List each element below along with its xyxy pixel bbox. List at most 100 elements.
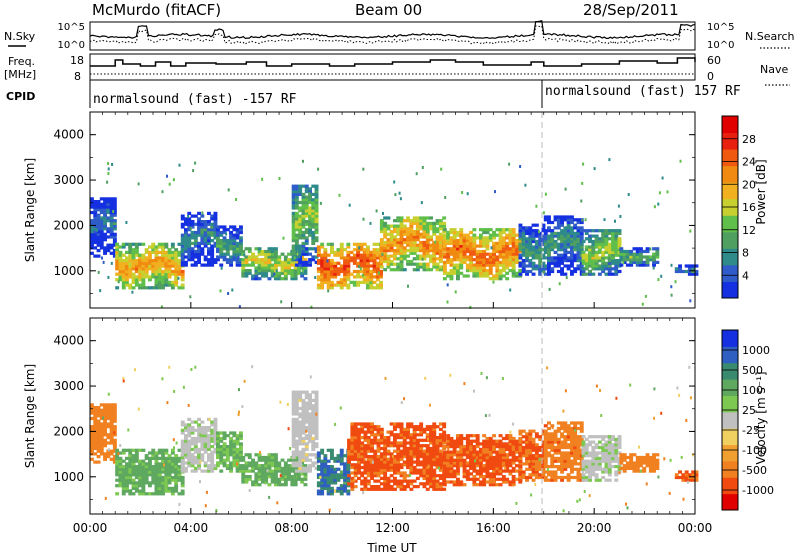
echo-cell bbox=[177, 470, 182, 474]
echo-cell bbox=[229, 445, 233, 449]
echo-cell bbox=[406, 482, 410, 486]
echo-cell bbox=[446, 258, 451, 262]
echo-cell bbox=[93, 235, 98, 239]
echo-cell bbox=[96, 406, 101, 410]
echo-cell bbox=[601, 253, 606, 257]
echo-cell bbox=[576, 218, 581, 222]
echo-cell bbox=[293, 260, 298, 264]
echo-cell bbox=[154, 248, 159, 252]
echo-cell bbox=[291, 453, 296, 457]
echo-cell bbox=[314, 225, 319, 229]
echo-cell bbox=[190, 458, 195, 462]
echo-cell bbox=[452, 461, 457, 465]
echo-cell bbox=[563, 242, 568, 246]
echo-cell bbox=[482, 258, 487, 262]
echo-cell bbox=[291, 200, 296, 205]
echo-cell bbox=[419, 249, 424, 253]
echo-cell bbox=[115, 261, 120, 265]
freq-left-tick-bottom: 8 bbox=[74, 70, 81, 83]
echo-cell bbox=[260, 274, 265, 278]
echo-cell bbox=[222, 241, 227, 245]
echo-cell bbox=[343, 489, 347, 493]
echo-cell bbox=[531, 440, 536, 444]
echo-cell bbox=[442, 244, 447, 248]
echo-cell bbox=[257, 260, 262, 264]
echo-cell bbox=[207, 249, 211, 254]
echo-cell bbox=[495, 244, 500, 248]
echo-cell bbox=[396, 422, 401, 426]
echo-cell bbox=[678, 267, 682, 271]
echo-cell bbox=[601, 267, 606, 271]
echo-cell bbox=[369, 280, 374, 284]
echo-cell bbox=[257, 455, 262, 460]
echo-cell bbox=[346, 250, 351, 254]
echo-cell bbox=[251, 260, 255, 264]
echo-cell bbox=[193, 230, 198, 235]
echo-cell bbox=[314, 423, 319, 427]
echo-cell bbox=[531, 231, 536, 235]
echo-cell bbox=[393, 268, 397, 272]
echo-cell bbox=[314, 404, 319, 408]
echo-cell bbox=[203, 428, 208, 432]
echo-cell bbox=[518, 472, 523, 476]
echo-cell bbox=[429, 452, 433, 456]
echo-cell bbox=[291, 431, 296, 435]
echo-cell bbox=[619, 249, 624, 254]
echo-cell bbox=[511, 461, 516, 465]
echo-cell bbox=[93, 227, 98, 231]
echo-cell bbox=[229, 225, 233, 229]
echo-cell bbox=[291, 222, 296, 226]
echo-cell bbox=[501, 455, 506, 460]
echo-cell bbox=[197, 431, 201, 435]
echo-cell bbox=[438, 455, 443, 459]
echo-cell bbox=[419, 221, 424, 225]
echo-cell bbox=[200, 220, 205, 224]
echo-cell bbox=[446, 480, 451, 484]
echo-cell bbox=[352, 280, 357, 284]
echo-cell bbox=[543, 215, 548, 219]
echo-cell bbox=[207, 241, 211, 245]
echo-cell bbox=[90, 408, 94, 412]
echo-cell bbox=[190, 447, 195, 451]
echo-cell bbox=[180, 252, 185, 256]
echo-cell bbox=[308, 217, 312, 221]
echo-cell bbox=[482, 450, 487, 454]
echo-cell bbox=[177, 264, 182, 268]
echo-cell bbox=[501, 450, 506, 454]
echo-cell bbox=[141, 267, 146, 271]
echo-cell bbox=[207, 220, 211, 224]
echo-cell bbox=[225, 434, 230, 438]
echo-cell bbox=[525, 256, 529, 260]
echo-cell bbox=[482, 274, 487, 278]
echo-cell bbox=[339, 492, 344, 496]
echo-cell bbox=[294, 211, 299, 215]
echo-cell bbox=[297, 475, 301, 479]
echo-cell bbox=[260, 458, 265, 462]
echo-cell bbox=[323, 280, 328, 284]
echo-cell bbox=[314, 434, 319, 438]
echo-cell bbox=[336, 489, 341, 493]
echo-cell bbox=[103, 414, 107, 418]
echo-cell bbox=[435, 474, 440, 478]
echo-cell bbox=[128, 259, 133, 263]
echo-cell bbox=[164, 459, 169, 463]
echo-cell bbox=[210, 233, 215, 237]
echo-cell bbox=[222, 458, 227, 462]
echo-cell bbox=[386, 465, 391, 470]
echo-cell bbox=[90, 457, 94, 461]
echo-cell bbox=[298, 192, 303, 196]
echo-cell bbox=[629, 260, 634, 264]
echo-cell bbox=[412, 449, 417, 453]
echo-cell bbox=[399, 257, 404, 261]
echo-cell bbox=[267, 249, 272, 254]
echo-cell bbox=[308, 220, 312, 224]
echo-cell bbox=[174, 272, 179, 276]
echo-cell bbox=[131, 459, 136, 463]
echo-cell bbox=[511, 233, 516, 237]
echo-cell bbox=[210, 255, 215, 259]
echo-cell bbox=[207, 247, 211, 251]
echo-cell bbox=[164, 484, 169, 488]
echo-cell bbox=[304, 469, 309, 473]
echo-cell bbox=[210, 428, 215, 432]
echo-cell bbox=[488, 445, 493, 449]
